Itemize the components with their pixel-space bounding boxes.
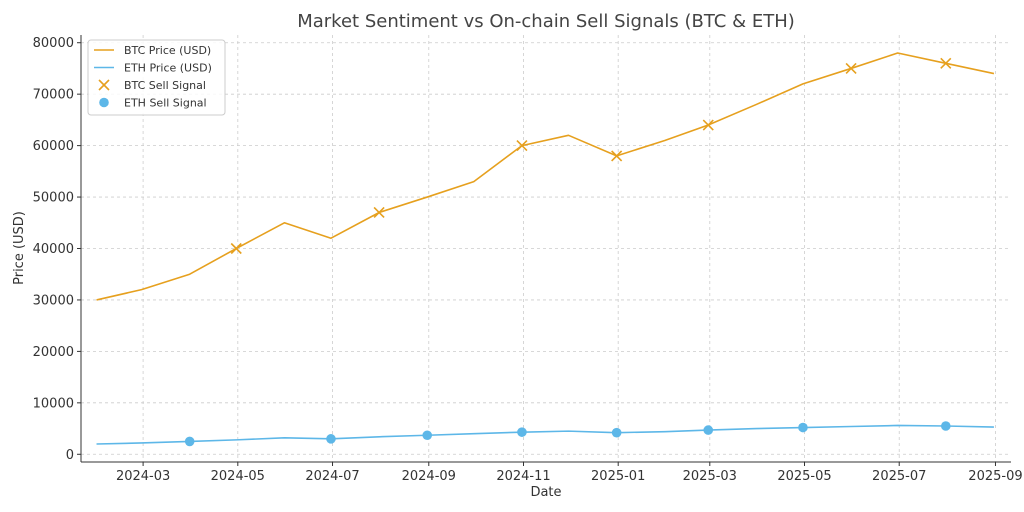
btc-price-usd-line xyxy=(96,52,995,301)
legend-label: BTC Sell Signal xyxy=(124,79,206,92)
btc-sell-signal-point xyxy=(516,140,528,152)
btc-sell-signal-point xyxy=(230,242,242,255)
series-layer xyxy=(96,52,995,447)
x-tick-label: 2025-07 xyxy=(872,469,926,484)
eth-price-usd-line xyxy=(96,424,994,445)
eth-sell-signal-point xyxy=(517,427,527,437)
btc-sell-signal-point xyxy=(940,57,952,69)
x-tick-label: 2024-05 xyxy=(211,469,265,484)
x-tick-label: 2025-09 xyxy=(968,469,1022,484)
btc-sell-signal-point xyxy=(702,119,714,131)
axes-layer: 2024-03 2024-05 2024-07 2024-09 2024-11 2025-… xyxy=(33,35,1023,484)
btc-sell-signal-point xyxy=(373,206,385,219)
x-tick-label: 2024-07 xyxy=(305,469,359,484)
y-tick-label: 60000 xyxy=(33,139,74,154)
eth-sell-signal-point xyxy=(422,430,433,441)
legend-swatch xyxy=(98,79,110,91)
eth-sell-signal-point xyxy=(184,436,195,447)
y-tick-label: 40000 xyxy=(33,242,74,257)
legend-box xyxy=(87,39,226,116)
x-tick-label: 2025-05 xyxy=(777,469,831,484)
y-tick-label: 80000 xyxy=(33,36,74,51)
y-tick-label: 50000 xyxy=(33,191,74,206)
eth-sell-signal-point xyxy=(326,434,336,444)
y-tick-label: 70000 xyxy=(33,88,74,103)
eth-sell-signal-point xyxy=(703,425,714,435)
chart-title: Market Sentiment vs On-chain Sell Signal… xyxy=(297,11,795,32)
legend: BTC Price (USD) ETH Price (USD) BTC Sell S… xyxy=(87,39,226,116)
y-tick-label: 30000 xyxy=(33,293,74,308)
x-tick-label: 2024-09 xyxy=(402,469,456,484)
x-tick-label: 2024-03 xyxy=(116,469,170,484)
btc-sell-signal-point xyxy=(845,62,857,75)
eth-sell-signal-point xyxy=(940,421,951,431)
x-axis-label: Date xyxy=(530,485,561,500)
y-tick-label: 10000 xyxy=(33,396,74,411)
legend-label: ETH Sell Signal xyxy=(124,97,207,110)
legend-label: ETH Price (USD) xyxy=(124,62,212,75)
eth-sell-signal-point xyxy=(798,422,808,433)
btc-sell-signal-point xyxy=(611,150,623,162)
grid-layer xyxy=(81,35,1011,462)
legend-label: BTC Price (USD) xyxy=(124,44,211,57)
x-tick-label: 2025-01 xyxy=(591,469,645,484)
x-tick-label: 2024-11 xyxy=(496,469,550,484)
y-tick-label: 0 xyxy=(66,448,74,463)
eth-sell-signal-point xyxy=(611,427,622,438)
x-tick-label: 2025-03 xyxy=(683,469,737,484)
y-axis-label: Price (USD) xyxy=(12,211,27,285)
legend-swatch xyxy=(99,97,109,108)
y-tick-label: 20000 xyxy=(33,345,74,360)
